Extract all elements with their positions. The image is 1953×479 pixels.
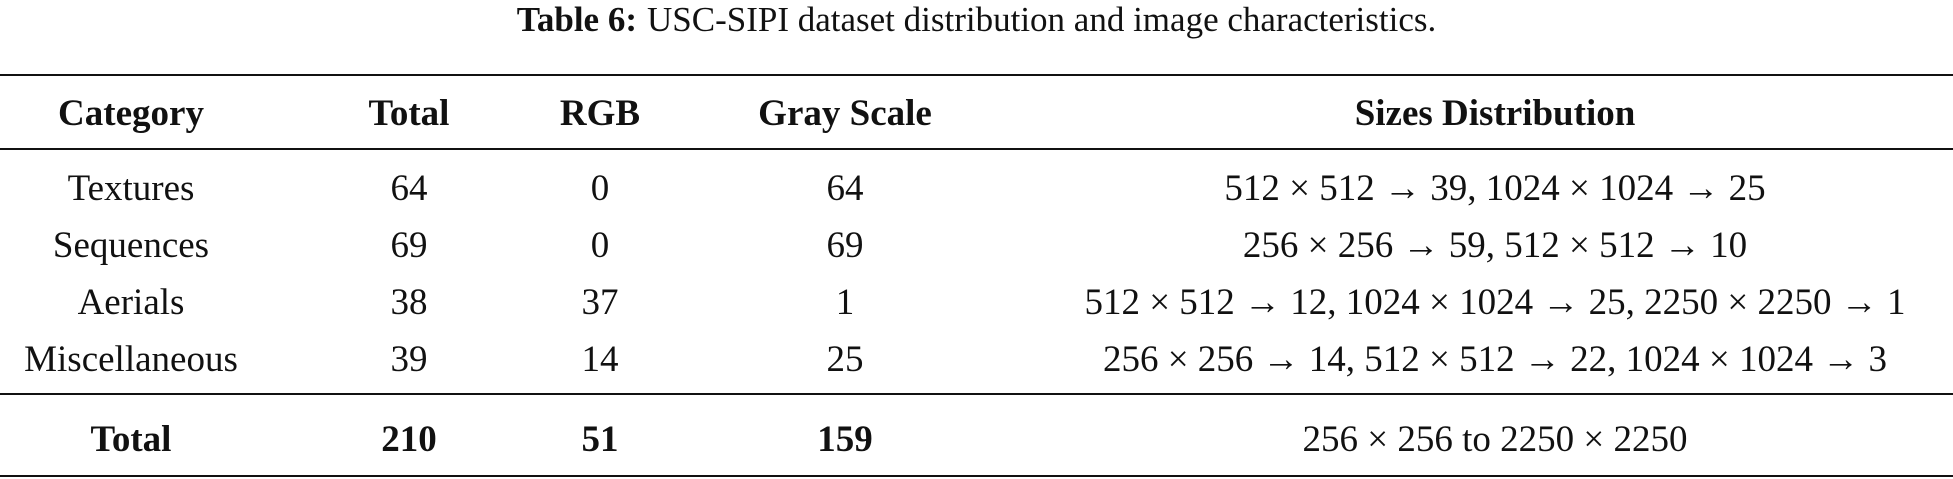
- bottom-rule: [0, 475, 1953, 477]
- table-cell: 512 × 512 → 12, 1024 × 1024 → 25, 2250 ×…: [1084, 282, 1906, 323]
- table-cell: 14: [581, 339, 619, 380]
- caption-label: Table 6:: [516, 0, 637, 39]
- caption-text: USC-SIPI dataset distribution and image …: [647, 0, 1437, 39]
- header-cell: RGB: [559, 93, 641, 134]
- table-cell: Textures: [67, 168, 195, 209]
- table-cell: Sequences: [52, 225, 210, 266]
- table-cell: 69: [390, 225, 428, 266]
- footer-cell: 51: [581, 419, 619, 460]
- header-cell: Total: [368, 93, 450, 134]
- header-cell: Category: [58, 93, 204, 134]
- table-cell: 0: [590, 225, 610, 266]
- footer-cell: 256 × 256 to 2250 × 2250: [1302, 419, 1688, 460]
- table-cell: 38: [390, 282, 428, 323]
- header-cell: Gray Scale: [758, 93, 932, 134]
- table-cell: Miscellaneous: [24, 339, 238, 380]
- top-rule: [0, 74, 1953, 76]
- table-cell: 512 × 512 → 39, 1024 × 1024 → 25: [1224, 168, 1766, 209]
- table-cell: Aerials: [77, 282, 185, 323]
- table-cell: 69: [826, 225, 864, 266]
- footer-cell: Total: [90, 419, 172, 460]
- table-cell: 0: [590, 168, 610, 209]
- header-rule: [0, 148, 1953, 150]
- table-cell: 37: [581, 282, 619, 323]
- table-cell: 256 × 256 → 59, 512 × 512 → 10: [1242, 225, 1748, 266]
- header-cell: Sizes Distribution: [1354, 93, 1636, 134]
- table-caption: Table 6: USC-SIPI dataset distribution an…: [0, 0, 1953, 40]
- table-cell: 64: [390, 168, 428, 209]
- mid-rule: [0, 393, 1953, 395]
- table-cell: 64: [826, 168, 864, 209]
- table-cell: 256 × 256 → 14, 512 × 512 → 22, 1024 × 1…: [1102, 339, 1888, 380]
- table-cell: 39: [390, 339, 428, 380]
- footer-cell: 159: [817, 419, 873, 460]
- table-cell: 1: [835, 282, 855, 323]
- footer-cell: 210: [381, 419, 437, 460]
- table-cell: 25: [826, 339, 864, 380]
